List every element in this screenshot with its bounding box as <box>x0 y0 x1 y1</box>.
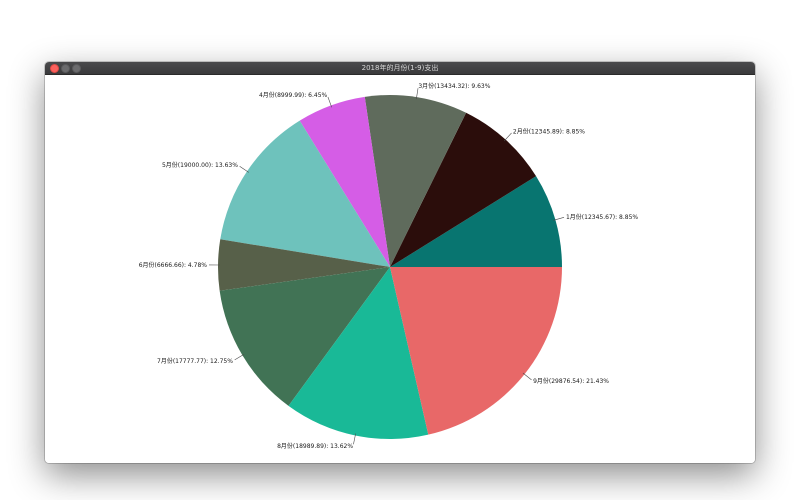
slice-label-5: 5月份(19000.00): 13.63% <box>162 161 238 169</box>
pie-chart: 1月份(12345.67): 8.85% 2月份(12345.89): 8.85%… <box>139 82 639 450</box>
pie-slice-6 <box>218 239 390 291</box>
leader-line-4 <box>327 96 332 108</box>
pie-slices <box>218 94 562 439</box>
minimize-button[interactable] <box>61 64 70 73</box>
leader-line-1 <box>553 217 565 221</box>
leader-line-7 <box>234 354 245 361</box>
leader-line-8 <box>353 433 356 445</box>
window-title: 2018年的月份(1-9)支出 <box>361 64 439 72</box>
slice-label-4: 4月份(8999.99): 6.45% <box>259 91 328 99</box>
pie-slice-4 <box>299 96 390 267</box>
slice-label-9: 9月份(29876.54): 21.43% <box>533 377 609 385</box>
leader-line-2 <box>503 132 512 142</box>
leader-line-3 <box>416 88 419 100</box>
slice-labels: 1月份(12345.67): 8.85% 2月份(12345.89): 8.85%… <box>139 82 639 450</box>
slice-label-3: 3月份(13434.32): 9.63% <box>418 82 490 90</box>
chart-area: 1月份(12345.67): 8.85% 2月份(12345.89): 8.85%… <box>45 75 755 463</box>
pie-slice-7 <box>219 267 390 406</box>
pie-slice-8 <box>288 267 429 439</box>
slice-label-7: 7月份(17777.77): 12.75% <box>157 357 233 365</box>
close-button[interactable] <box>50 64 59 73</box>
pie-slice-9 <box>390 267 562 435</box>
pie-slice-2 <box>390 112 537 267</box>
slice-label-1: 1月份(12345.67): 8.85% <box>566 213 638 221</box>
slice-label-8: 8月份(18989.89): 13.62% <box>277 442 353 450</box>
title-bar[interactable]: 2018年的月份(1-9)支出 <box>45 62 755 75</box>
pie-slice-1 <box>390 176 562 267</box>
slice-label-6: 6月份(6666.66): 4.78% <box>139 261 208 269</box>
pie-slice-5 <box>220 120 390 267</box>
leader-line-5 <box>239 166 249 173</box>
leader-line-9 <box>522 372 532 381</box>
app-window: 2018年的月份(1-9)支出 1月份(12345.67): 8.85% 2月份(… <box>45 62 755 463</box>
zoom-button[interactable] <box>72 64 81 73</box>
pie-slice-3 <box>364 94 467 267</box>
label-leaders <box>209 88 565 445</box>
slice-label-2: 2月份(12345.89): 8.85% <box>513 127 585 135</box>
